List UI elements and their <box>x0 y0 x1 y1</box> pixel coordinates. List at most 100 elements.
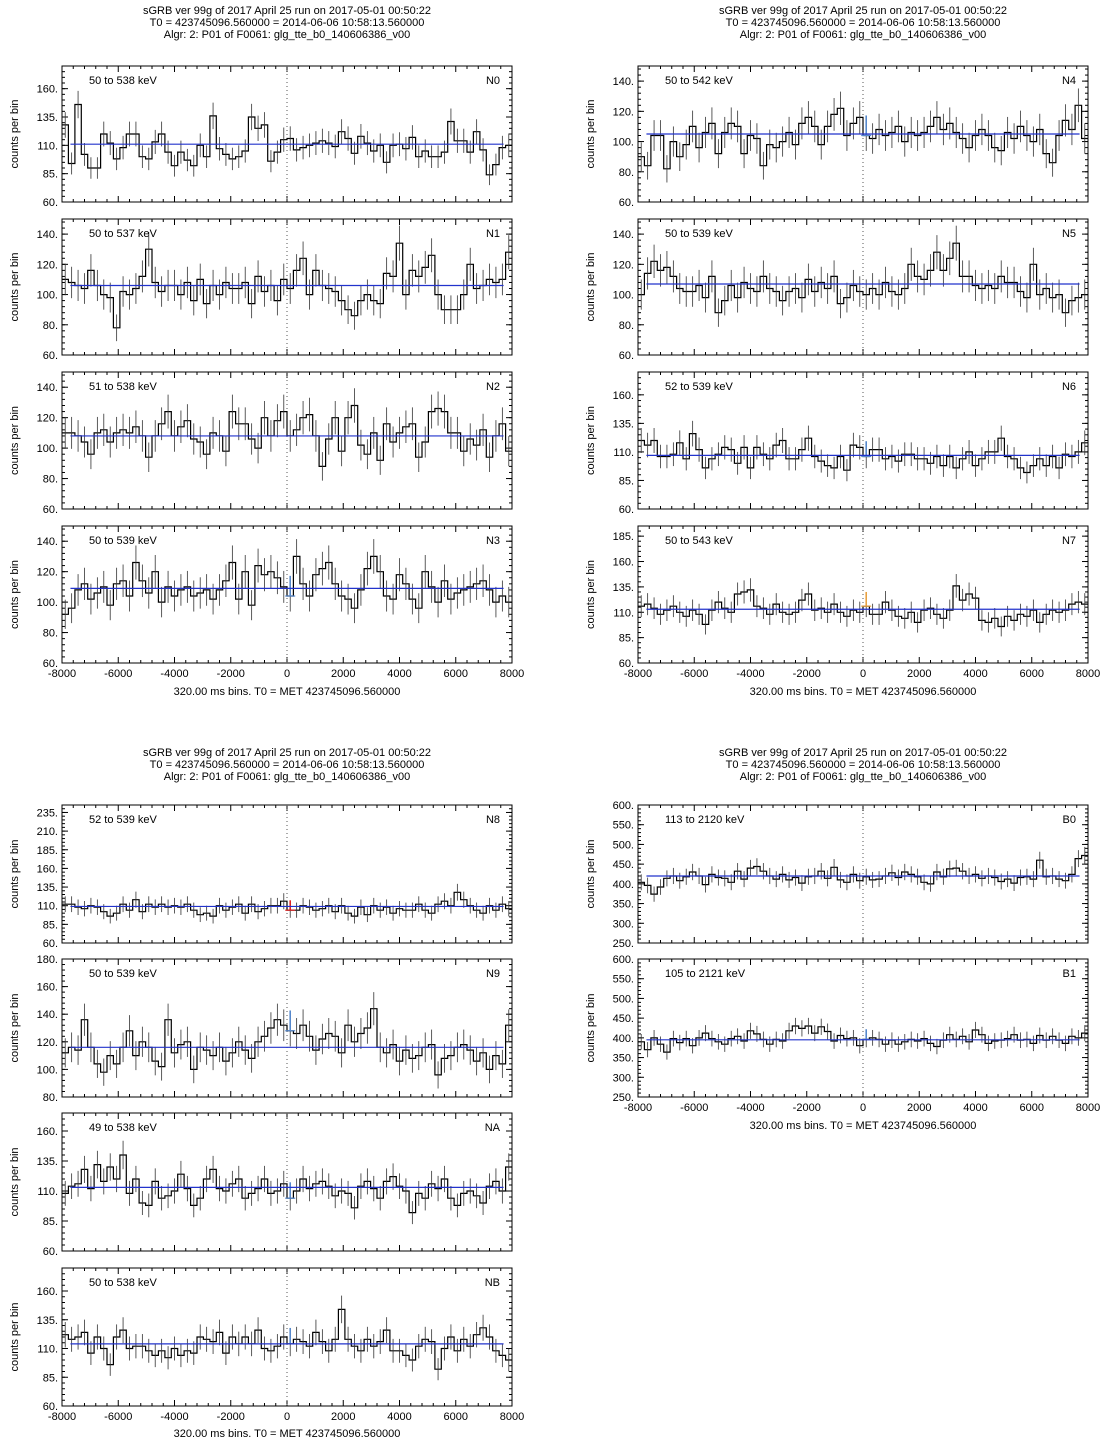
x-tick-label: 6000 <box>444 1411 468 1423</box>
header-line: Algr: 2: P01 of F0061: glg_tte_b0_140606… <box>740 771 986 783</box>
detector-label: N2 <box>486 381 500 393</box>
x-tick-label: -4000 <box>160 668 188 680</box>
x-tick-label: -4000 <box>736 1102 764 1114</box>
y-tick-label: 60. <box>43 350 58 362</box>
panel-NB: 60. 85. 110. 135. 160. counts per bin 50 to 53… <box>9 1267 524 1423</box>
y-tick-label: 135. <box>613 582 634 594</box>
panel-NA: 60. 85. 110. 135. 160. counts per bin 49 to 53… <box>9 1112 513 1258</box>
y-tick-label: 80. <box>619 320 634 332</box>
y-tick-label: 135. <box>37 112 58 124</box>
y-tick-label: 80. <box>43 1092 58 1104</box>
histogram-series <box>638 1025 1088 1053</box>
y-tick-label: 120. <box>37 259 58 271</box>
y-tick-label: 400. <box>613 1033 634 1045</box>
energy-range-label: 50 to 538 keV <box>89 1277 158 1289</box>
x-axis-label: 320.00 ms bins. T0 = MET 423745096.56000… <box>750 1120 977 1132</box>
header-line: T0 = 423745096.560000 = 2014-06-06 10:58… <box>150 17 425 29</box>
y-axis-label: counts per bin <box>9 560 21 629</box>
y-axis-label: counts per bin <box>585 839 597 908</box>
y-axis-label: counts per bin <box>9 1147 21 1216</box>
energy-range-label: 50 to 542 keV <box>665 75 734 87</box>
x-tick-label: 0 <box>860 1102 866 1114</box>
y-axis-label: counts per bin <box>9 252 21 321</box>
y-axis-label: counts per bin <box>9 99 21 168</box>
y-tick-label: 60. <box>43 1401 58 1413</box>
detector-label: N9 <box>486 968 500 980</box>
energy-range-label: 113 to 2120 keV <box>665 814 745 826</box>
y-tick-label: 500. <box>613 993 634 1005</box>
y-axis-label: counts per bin <box>9 406 21 475</box>
figure-block: sGRB ver 99g of 2017 April 25 run on 201… <box>9 747 524 1440</box>
y-tick-label: 450. <box>613 1013 634 1025</box>
y-tick-label: 120. <box>613 106 634 118</box>
y-tick-label: 160. <box>37 1126 58 1138</box>
y-tick-label: 160. <box>37 982 58 994</box>
x-tick-label: 4000 <box>387 1411 411 1423</box>
energy-range-label: 50 to 543 keV <box>665 535 734 547</box>
x-tick-label: 2000 <box>331 668 355 680</box>
x-tick-label: 2000 <box>907 1102 931 1114</box>
header-line: Algr: 2: P01 of F0061: glg_tte_b0_140606… <box>740 29 986 41</box>
y-tick-label: 250. <box>613 938 634 950</box>
x-tick-label: 8000 <box>1076 668 1100 680</box>
y-tick-label: 160. <box>613 390 634 402</box>
panel-N4: 60. 80. 100. 120. 140. counts per bin 50 to 54… <box>585 65 1089 209</box>
y-tick-label: 600. <box>613 800 634 812</box>
panel-N3: 60. 80. 100. 120. 140. counts per bin 50 to 53… <box>9 525 524 680</box>
x-tick-label: -6000 <box>680 1102 708 1114</box>
header-line: T0 = 423745096.560000 = 2014-06-06 10:58… <box>726 759 1001 771</box>
x-tick-label: -8000 <box>624 668 652 680</box>
y-tick-label: 80. <box>43 320 58 332</box>
y-tick-label: 60. <box>619 197 634 209</box>
panel-N9: 80. 100. 120. 140. 160. 180. counts per bin 50 … <box>9 954 513 1104</box>
header-line: sGRB ver 99g of 2017 April 25 run on 201… <box>143 5 431 17</box>
header-line: T0 = 423745096.560000 = 2014-06-06 10:58… <box>150 759 425 771</box>
x-tick-label: 4000 <box>387 668 411 680</box>
y-axis-label: counts per bin <box>585 252 597 321</box>
y-tick-label: 120. <box>37 1037 58 1049</box>
x-tick-label: -2000 <box>217 668 245 680</box>
x-tick-label: 2000 <box>331 1411 355 1423</box>
panel-B1: 250. 300. 350. 400. 450. 500. 550. 600. counts p… <box>585 954 1100 1114</box>
panel-N5: 60. 80. 100. 120. 140. counts per bin 50 to 53… <box>585 218 1089 362</box>
detector-label: B0 <box>1063 814 1076 826</box>
detector-label: N6 <box>1062 381 1076 393</box>
histogram-series <box>62 1008 512 1076</box>
y-axis-label: counts per bin <box>585 993 597 1062</box>
x-tick-label: 8000 <box>500 1411 524 1423</box>
y-tick-label: 140. <box>37 229 58 241</box>
y-tick-label: 140. <box>37 536 58 548</box>
x-tick-label: -8000 <box>48 1411 76 1423</box>
detector-label: N0 <box>486 75 500 87</box>
y-tick-label: 110. <box>37 1344 58 1356</box>
y-axis-label: counts per bin <box>9 1302 21 1371</box>
x-tick-label: -4000 <box>160 1411 188 1423</box>
y-tick-label: 180. <box>37 954 58 966</box>
y-tick-label: 100. <box>613 137 634 149</box>
y-axis-label: counts per bin <box>585 406 597 475</box>
y-tick-label: 60. <box>43 197 58 209</box>
y-tick-label: 160. <box>37 1286 58 1298</box>
y-tick-label: 110. <box>37 140 58 152</box>
x-tick-label: -2000 <box>217 1411 245 1423</box>
x-tick-label: 0 <box>284 668 290 680</box>
y-tick-label: 185. <box>613 531 634 543</box>
x-tick-label: 6000 <box>1020 668 1044 680</box>
x-tick-label: 6000 <box>444 668 468 680</box>
y-tick-label: 120. <box>37 413 58 425</box>
header-line: T0 = 423745096.560000 = 2014-06-06 10:58… <box>726 17 1001 29</box>
y-tick-label: 110. <box>613 607 634 619</box>
y-tick-label: 160. <box>37 84 58 96</box>
y-tick-label: 140. <box>37 382 58 394</box>
energy-range-label: 50 to 537 keV <box>89 228 158 240</box>
y-tick-label: 85. <box>619 475 634 487</box>
x-tick-label: 8000 <box>1076 1102 1100 1114</box>
histogram-series <box>638 585 1088 628</box>
y-tick-label: 60. <box>43 658 58 670</box>
y-tick-label: 450. <box>613 859 634 871</box>
figure-block: sGRB ver 99g of 2017 April 25 run on 201… <box>9 5 524 698</box>
x-axis-label: 320.00 ms bins. T0 = MET 423745096.56000… <box>174 1428 401 1440</box>
y-tick-label: 80. <box>619 167 634 179</box>
detector-label: NA <box>485 1122 501 1134</box>
